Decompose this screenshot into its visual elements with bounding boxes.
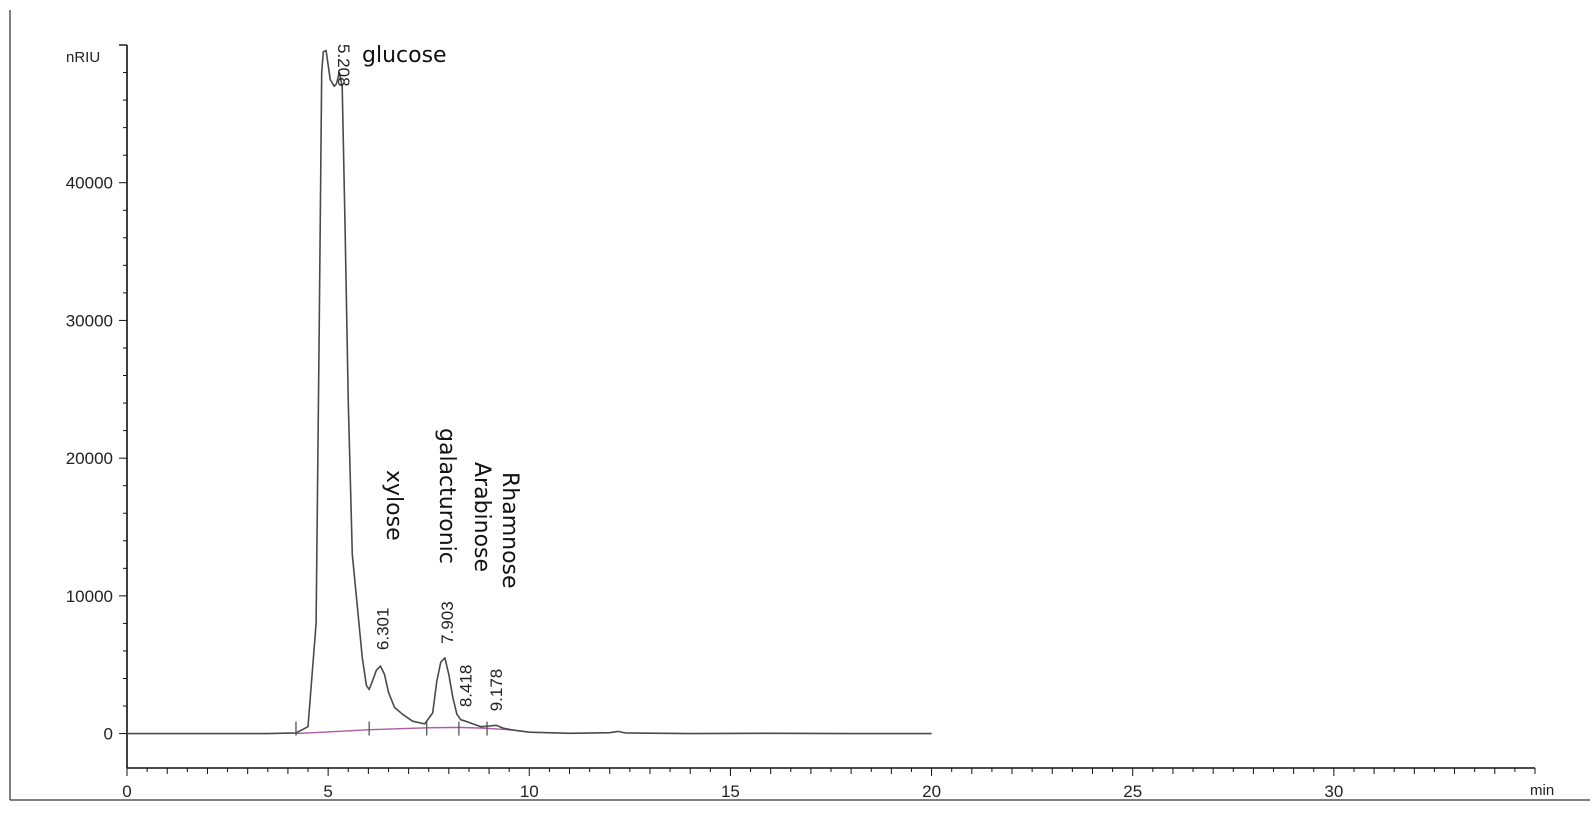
x-tick-label: 0 bbox=[122, 782, 131, 801]
peak-rt-label: 7.903 bbox=[438, 601, 457, 644]
x-unit-label: min bbox=[1530, 782, 1554, 799]
peak-name-label: glucose bbox=[362, 43, 447, 68]
signal-trace bbox=[127, 49, 932, 735]
peak-rt-label: 6.301 bbox=[373, 608, 392, 651]
integration-baseline bbox=[295, 726, 514, 735]
y-unit-label: nRIU bbox=[66, 49, 100, 66]
x-tick-label: 10 bbox=[520, 782, 539, 801]
y-tick-label: 40000 bbox=[66, 174, 113, 193]
x-tick-label: 20 bbox=[922, 782, 941, 801]
y-tick-label: 20000 bbox=[66, 449, 113, 468]
peak-name-label: xylose bbox=[381, 470, 406, 541]
peak-rt-label: 5.208 bbox=[334, 44, 353, 87]
y-tick-label: 10000 bbox=[66, 587, 113, 606]
x-tick-label: 30 bbox=[1324, 782, 1343, 801]
peak-rt-label: 9.178 bbox=[487, 669, 506, 712]
y-tick-label: 30000 bbox=[66, 311, 113, 330]
x-tick-label: 5 bbox=[323, 782, 332, 801]
peak-name-label: galacturonic bbox=[434, 428, 459, 564]
peak-name-label: Rhamnose bbox=[497, 472, 522, 589]
peak-name-label: Arabinose bbox=[469, 462, 494, 572]
y-tick-label: 0 bbox=[104, 725, 113, 744]
x-tick-label: 15 bbox=[721, 782, 740, 801]
x-tick-label: 25 bbox=[1123, 782, 1142, 801]
peak-rt-label: 8.418 bbox=[457, 665, 476, 708]
